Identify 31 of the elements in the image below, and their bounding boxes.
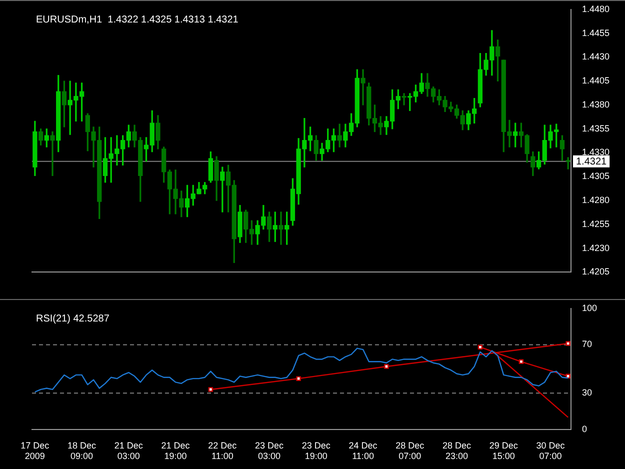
y-tick-label: 1.4430 (582, 52, 610, 62)
y-tick-label: 0 (582, 424, 588, 434)
y-tick-label: 1.4355 (582, 123, 610, 134)
x-tick-label: 17 Dec 2009 (20, 440, 50, 462)
x-tick-label: 28 Dec 23:00 (442, 440, 472, 462)
x-tick-label: 29 Dec 15:00 (489, 440, 518, 462)
x-tick-label: 24 Dec 11:00 (348, 440, 378, 462)
ref-line-label: 1.4321 (576, 156, 608, 168)
y-tick-label: 70 (582, 339, 592, 350)
text: RSI(21) 42.5287 (36, 313, 110, 324)
y-tick-label: 1.4230 (582, 242, 610, 253)
x-tick-label: 23 Dec 19:00 (302, 440, 331, 462)
y-tick-label: 1.4205 (582, 266, 610, 277)
text: EURUSDm,H1 1.4322 1.4325 1.4313 1.4321 (36, 14, 239, 26)
x-tick-label: 18 Dec 09:00 (68, 440, 97, 462)
x-tick-label: 21 Dec 19:00 (161, 440, 190, 462)
x-tick-label: 21 Dec 03:00 (114, 440, 144, 462)
x-tick-label: 23 Dec 03:00 (255, 440, 284, 462)
x-tick-label: 22 Dec 11:00 (208, 440, 238, 462)
y-tick-label: 1.4405 (582, 76, 610, 86)
y-tick-label: 1.4380 (582, 99, 610, 110)
x-tick-label: 28 Dec 07:00 (396, 440, 425, 462)
y-tick-label: 1.4305 (582, 171, 610, 182)
y-tick-label: 1.4330 (582, 147, 610, 158)
y-tick-label: 1.4455 (582, 28, 610, 38)
y-tick-label: 1.4255 (582, 218, 610, 229)
y-tick-label: 1.4280 (582, 195, 610, 206)
y-tick-label: 30 (582, 388, 592, 398)
y-tick-label: 1.4480 (582, 4, 610, 14)
x-tick-label: 30 Dec 07:00 (536, 440, 566, 462)
y-tick-label: 100 (582, 302, 598, 313)
